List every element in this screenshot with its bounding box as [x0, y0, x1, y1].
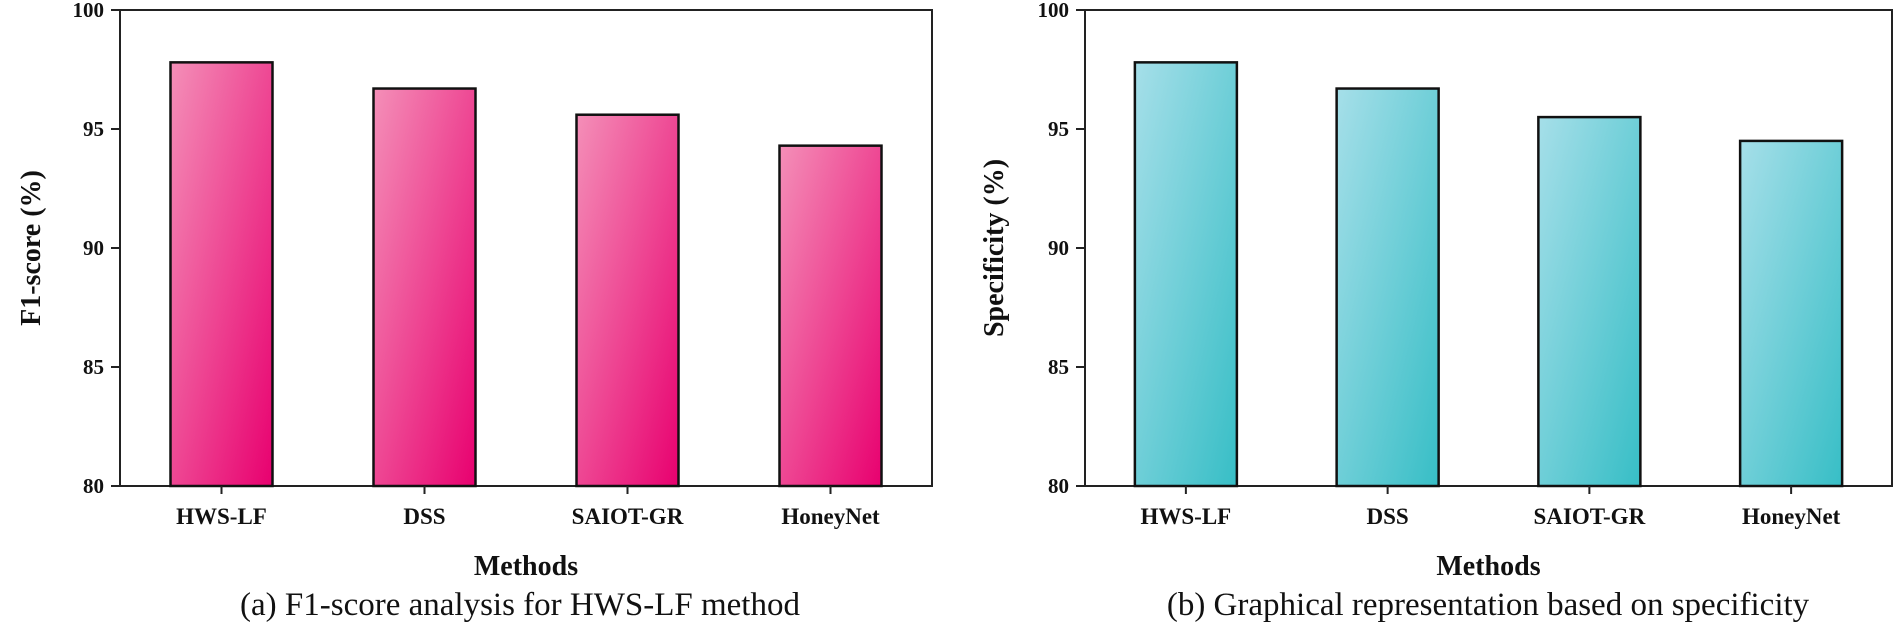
bar-saiot-gr [575, 113, 680, 488]
y-tick-label: 95 [83, 117, 104, 141]
y-tick-label: 85 [1048, 355, 1069, 379]
bar-honeynet [778, 144, 883, 488]
x-categories: HWS-LF DSS SAIOT-GR HoneyNet [176, 486, 880, 529]
bars [1133, 61, 1844, 488]
x-category-label: DSS [403, 504, 445, 529]
y-tick-label: 85 [83, 355, 104, 379]
y-ticks: 80 85 90 95 100 [73, 0, 120, 498]
specificity-chart: 80 85 90 95 100 HWS-LF DSS SAIOT-GR HoneyNet Sp… [979, 0, 1893, 623]
y-tick-label: 90 [1048, 236, 1069, 260]
y-tick-label: 95 [1048, 117, 1069, 141]
y-tick-label: 100 [1038, 0, 1070, 22]
x-category-label: SAIOT-GR [572, 504, 684, 529]
bar-dss [1335, 87, 1440, 488]
f1-score-chart: 80 85 90 95 100 HWS-LF DSS SAIOT-GR HoneyNet F1… [16, 0, 933, 623]
x-axis-title: Methods [474, 551, 578, 582]
x-category-label: HoneyNet [1742, 504, 1841, 529]
y-axis-title: Specificity (%) [979, 159, 1010, 337]
bar-hws-lf [169, 61, 274, 488]
bars [169, 61, 883, 488]
x-categories: HWS-LF DSS SAIOT-GR HoneyNet [1141, 486, 1841, 529]
bar-saiot-gr [1537, 115, 1642, 488]
x-category-label: HWS-LF [176, 504, 267, 529]
figure-caption: (a) F1-score analysis for HWS-LF method [240, 587, 800, 623]
x-category-label: HoneyNet [781, 504, 880, 529]
y-tick-label: 90 [83, 236, 104, 260]
x-axis-title: Methods [1436, 551, 1540, 582]
y-tick-label: 100 [73, 0, 105, 22]
x-category-label: DSS [1367, 504, 1409, 529]
y-tick-label: 80 [1048, 474, 1069, 498]
y-axis-title: F1-score (%) [16, 170, 47, 326]
figure-caption: (b) Graphical representation based on sp… [1167, 587, 1810, 623]
x-category-label: HWS-LF [1141, 504, 1232, 529]
bar-honeynet [1738, 139, 1844, 488]
y-tick-label: 80 [83, 474, 104, 498]
bar-dss [372, 87, 477, 488]
bar-hws-lf [1133, 61, 1239, 488]
x-category-label: SAIOT-GR [1534, 504, 1646, 529]
y-ticks: 80 85 90 95 100 [1038, 0, 1085, 498]
